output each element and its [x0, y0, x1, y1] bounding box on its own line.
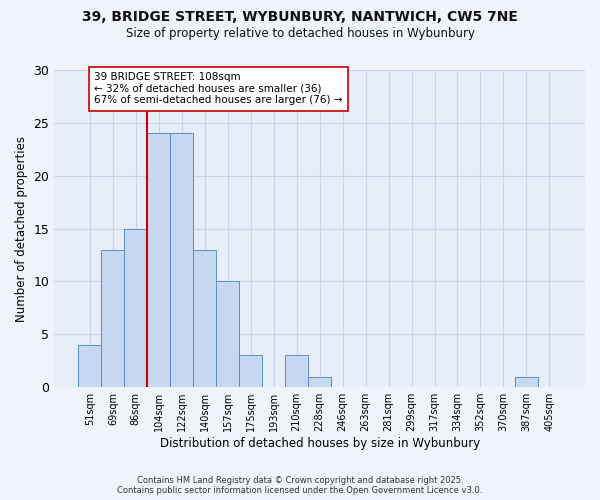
- Bar: [239, 356, 262, 387]
- Bar: [170, 134, 193, 387]
- Bar: [124, 228, 148, 387]
- Text: Contains HM Land Registry data © Crown copyright and database right 2025.
Contai: Contains HM Land Registry data © Crown c…: [118, 476, 482, 495]
- Bar: [216, 282, 239, 387]
- Text: 39, BRIDGE STREET, WYBUNBURY, NANTWICH, CW5 7NE: 39, BRIDGE STREET, WYBUNBURY, NANTWICH, …: [82, 10, 518, 24]
- Bar: [308, 376, 331, 387]
- Bar: [148, 134, 170, 387]
- Bar: [285, 356, 308, 387]
- Text: Size of property relative to detached houses in Wybunbury: Size of property relative to detached ho…: [125, 28, 475, 40]
- Bar: [193, 250, 216, 387]
- Bar: [515, 376, 538, 387]
- Bar: [101, 250, 124, 387]
- X-axis label: Distribution of detached houses by size in Wybunbury: Distribution of detached houses by size …: [160, 437, 480, 450]
- Text: 39 BRIDGE STREET: 108sqm
← 32% of detached houses are smaller (36)
67% of semi-d: 39 BRIDGE STREET: 108sqm ← 32% of detach…: [94, 72, 343, 106]
- Bar: [79, 345, 101, 387]
- Y-axis label: Number of detached properties: Number of detached properties: [15, 136, 28, 322]
